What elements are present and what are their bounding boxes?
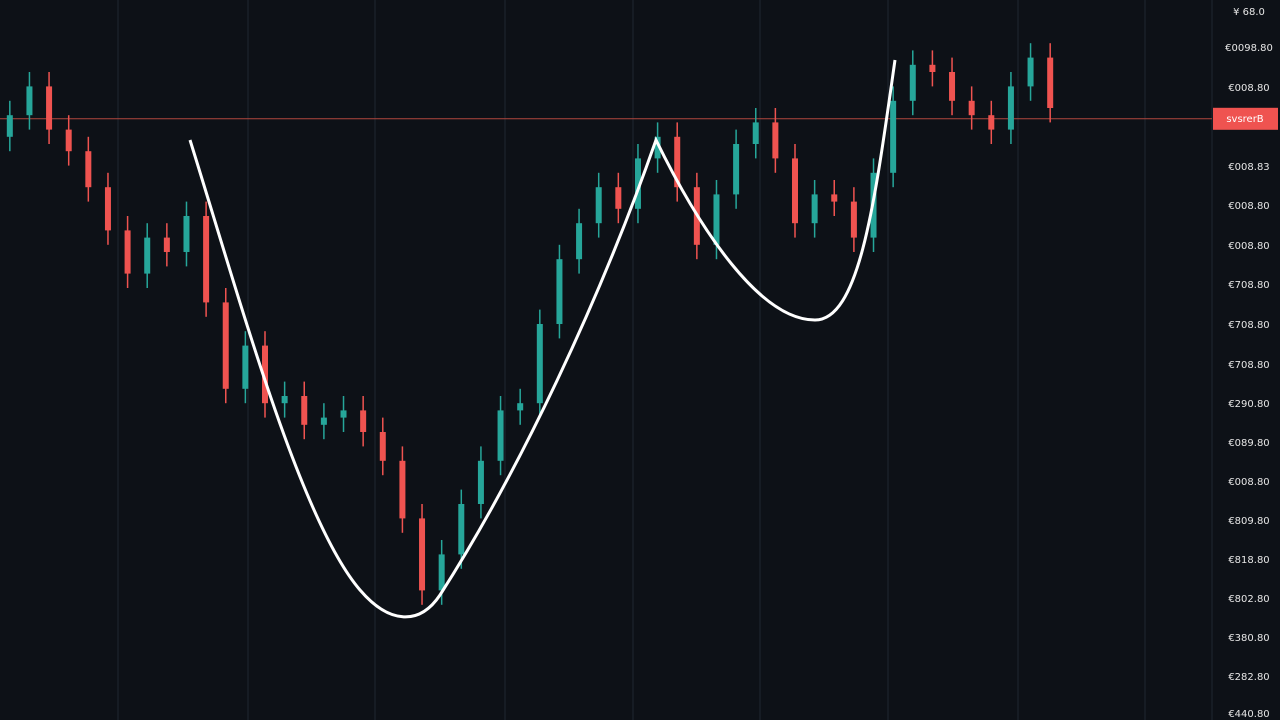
candle-body xyxy=(281,396,288,404)
candle-body xyxy=(85,151,92,188)
price-axis-label: €008.80 xyxy=(1228,83,1269,94)
candle-body xyxy=(752,122,759,144)
candle-body xyxy=(242,345,249,389)
candle-body xyxy=(576,223,583,260)
candle-body xyxy=(949,72,956,101)
candle-body xyxy=(458,504,465,555)
candle-body xyxy=(46,86,53,130)
price-axis-label: €818.80 xyxy=(1228,555,1269,566)
candle-body xyxy=(497,410,504,461)
candle-body xyxy=(831,194,838,202)
candle-body xyxy=(26,86,33,116)
candle-body xyxy=(360,410,367,432)
candle-body xyxy=(772,122,779,159)
price-axis-label: €008.80 xyxy=(1228,241,1269,252)
price-tag: svsrerB xyxy=(1226,114,1263,125)
candle-body xyxy=(222,302,229,389)
candle-body xyxy=(792,158,798,224)
candle-body xyxy=(399,460,406,519)
candle-body xyxy=(988,115,995,130)
price-axis-label: €008.80 xyxy=(1228,201,1269,212)
price-axis-label: €380.80 xyxy=(1228,633,1269,644)
candle-body xyxy=(517,403,524,411)
price-axis-label: €0098.80 xyxy=(1225,43,1273,54)
candle-body xyxy=(477,460,484,504)
candle-body xyxy=(419,518,426,591)
candle-body xyxy=(536,324,543,404)
vertical-grid xyxy=(117,0,1146,720)
candle-body xyxy=(595,187,602,224)
price-axis-label: €708.80 xyxy=(1228,360,1269,371)
candle-body xyxy=(733,144,740,195)
plot-area xyxy=(0,43,1212,605)
candle-body xyxy=(674,136,681,188)
candle-body xyxy=(340,410,347,418)
candle-body xyxy=(1007,86,1014,130)
candle-body xyxy=(163,237,170,252)
price-tag-box xyxy=(1213,107,1278,130)
candle-body xyxy=(850,201,857,238)
candle-body xyxy=(301,396,308,425)
candle-body xyxy=(104,187,111,231)
candle-body xyxy=(890,100,897,173)
price-axis-label: €708.80 xyxy=(1228,280,1269,291)
price-axis-label: €809.80 xyxy=(1228,516,1269,527)
candle-body xyxy=(909,64,916,101)
candle-body xyxy=(968,100,975,116)
price-axis-label: €008.83 xyxy=(1228,162,1269,173)
candle-body xyxy=(6,115,13,137)
candle-body xyxy=(1047,57,1054,108)
price-axis-label: ¥ 68.0 xyxy=(1233,7,1265,18)
price-axis-label: €708.80 xyxy=(1228,320,1269,331)
candle-body xyxy=(262,345,268,404)
price-axis-label: €290.80 xyxy=(1228,399,1269,410)
price-axis: ¥ 68.0 €0098.80 €008.80 €008.83 €008.80 €008.… xyxy=(1213,7,1278,720)
price-axis-label: €440.80 xyxy=(1228,709,1269,720)
candle-body xyxy=(634,158,641,209)
candle-body xyxy=(320,417,327,425)
candle-body xyxy=(713,194,720,245)
candle-body xyxy=(183,216,190,252)
candle-body xyxy=(654,136,661,159)
candle-body xyxy=(438,554,445,591)
candle-body xyxy=(929,64,936,72)
price-axis-label: €802.80 xyxy=(1228,594,1269,605)
candle-body xyxy=(1027,57,1034,87)
cup-handle-pattern xyxy=(188,59,897,619)
candle-body xyxy=(379,432,386,461)
price-axis-label: €089.80 xyxy=(1228,438,1269,449)
candle-body xyxy=(65,129,72,152)
price-axis-label: €008.80 xyxy=(1228,477,1269,488)
candle-body xyxy=(811,194,818,224)
candle-body xyxy=(615,187,622,209)
candle-body xyxy=(556,259,563,324)
price-axis-label: €282.80 xyxy=(1228,672,1269,683)
candle-body xyxy=(144,237,151,274)
candle-body xyxy=(124,230,131,274)
candle-body xyxy=(203,216,210,303)
